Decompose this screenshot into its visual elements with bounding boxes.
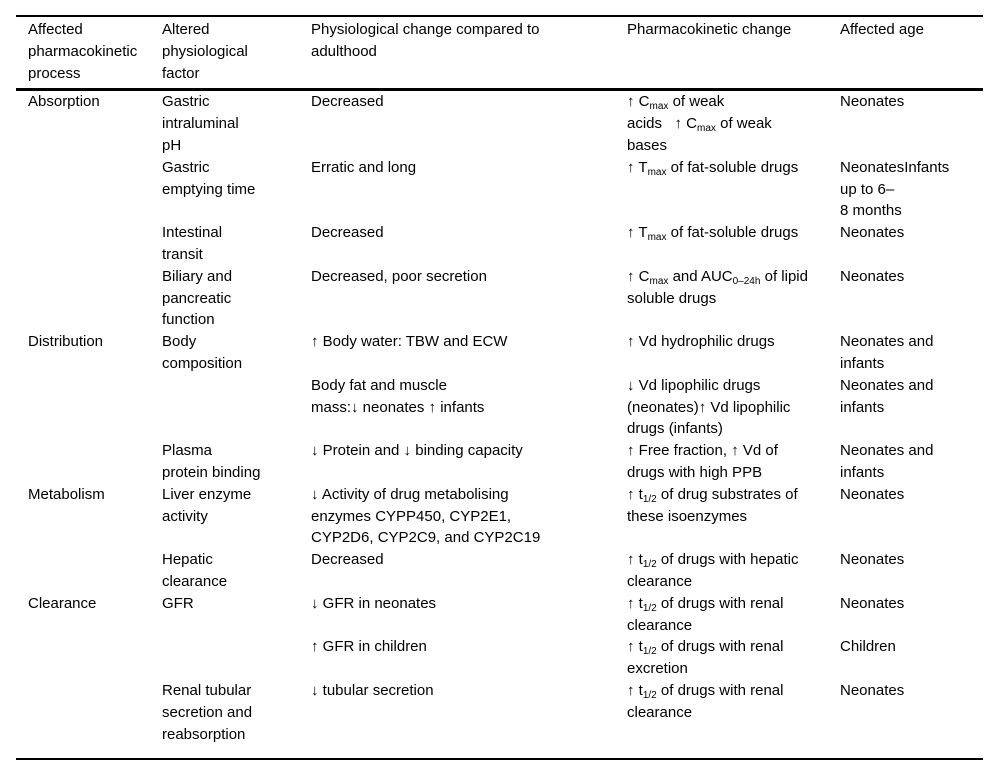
table-cell: Distribution [28, 333, 104, 351]
subscript: 0–24h [732, 275, 761, 287]
table-cell: Neonates [840, 485, 905, 503]
column-header-physiological-change: Physiological change compared to adultho… [299, 16, 615, 92]
table-cell [16, 636, 150, 680]
table-row: Renal tubular secretion and reabsorption… [16, 680, 983, 759]
table-cell: Body composition [162, 333, 243, 372]
table-cell: Neonates and infants [840, 376, 934, 416]
table-cell: Liver enzyme activity [162, 485, 252, 525]
table-cell: ↑ Cmax and AUC0–24h of lipid soluble dru… [627, 267, 808, 307]
column-header-affected-age: Affected age [828, 16, 983, 92]
table-row: Distribution Body composition ↑ Body water… [16, 331, 983, 375]
table-row: Clearance GFR ↓ GFR in neonates ↑ t1/2 of d… [16, 593, 983, 637]
table-cell: Plasma protein binding [162, 442, 261, 481]
table-cell: Gastric intraluminal pH [162, 93, 239, 154]
table-cell: GFR [162, 594, 194, 612]
subscript: max [649, 101, 669, 113]
table-cell: Erratic and long [311, 158, 417, 176]
table-row: Absorption Gastric intraluminal pH Decreas… [16, 90, 983, 157]
table-cell: Clearance [28, 594, 97, 612]
table-cell: ↑ Vd hydrophilic drugs [627, 333, 775, 351]
table-cell [150, 375, 299, 440]
table-cell [16, 157, 150, 222]
table-body: Absorption Gastric intraluminal pH Decreas… [16, 90, 983, 759]
table-cell: ↑ Tmax of fat-soluble drugs [627, 158, 799, 178]
table-cell: NeonatesInfants up to 6– 8 months [840, 158, 950, 220]
subscript: max [649, 275, 669, 287]
table-cell: Decreased, poor secretion [311, 267, 487, 285]
table-cell: ↑ Tmax of fat-soluble drugs [627, 224, 799, 244]
subscript: max [647, 232, 667, 244]
table-cell [150, 636, 299, 680]
table-cell [16, 549, 150, 593]
table-cell: Hepatic clearance [162, 551, 228, 590]
table-cell: Body fat and muscle mass:↓ neonates ↑ in… [311, 376, 485, 416]
table-cell: Children [840, 638, 896, 656]
table-cell: Intestinal transit [162, 224, 223, 263]
table-cell: ↑ t1/2 of drug substrates of these isoen… [627, 485, 798, 525]
subscript: 1/2 [642, 646, 657, 658]
table-cell: Neonates [840, 551, 905, 569]
subscript: max [647, 166, 667, 178]
table-cell: Neonates [840, 594, 905, 612]
table-cell: ↑ Body water: TBW and ECW [311, 333, 508, 351]
table-header: Affected pharmacokinetic process Altered … [16, 16, 983, 92]
table-cell: ↑ t1/2 of drugs with renal clearance [627, 594, 784, 634]
table-cell: Neonates and infants [840, 442, 934, 481]
column-header-altered-physiological-factor: Altered physiological factor [150, 16, 299, 92]
table-cell: ↑ t1/2 of drugs with hepatic clearance [627, 551, 799, 590]
column-header-affected-pharmacokinetic-process: Affected pharmacokinetic process [16, 16, 150, 92]
column-header-pharmacokinetic-change: Pharmacokinetic change [615, 16, 828, 92]
table-cell: ↑ t1/2 of drugs with renal excretion [627, 638, 784, 678]
table-cell: Neonates [840, 224, 905, 242]
table-cell: Gastric emptying time [162, 158, 256, 198]
table-cell [16, 222, 150, 266]
table-cell: ↓ Activity of drug metabolising enzymes … [311, 485, 541, 547]
table-cell: Decreased [311, 93, 384, 111]
table-cell: ↓ GFR in neonates [311, 594, 437, 612]
table-cell: ↑ Cmax of weak acids ↑ Cmax of weak base… [627, 93, 772, 154]
table-cell: Neonates [840, 93, 905, 111]
table-row: Plasma protein binding ↓ Protein and ↓ bi… [16, 440, 983, 484]
table-cell: Absorption [28, 93, 100, 111]
table-cell [16, 266, 150, 331]
table-cell: Metabolism [28, 485, 105, 503]
table-cell: ↓ Vd lipophilic drugs (neonates)↑ Vd lip… [627, 376, 791, 438]
table-cell: Neonates [840, 681, 905, 699]
subscript: 1/2 [642, 493, 657, 505]
table-cell: Biliary and pancreatic function [162, 267, 233, 329]
table-cell: ↑ t1/2 of drugs with renal clearance [627, 681, 784, 721]
table-cell [16, 440, 150, 484]
table-row: Intestinal transit Decreased ↑ Tmax of fat… [16, 222, 983, 266]
table-cell: Decreased [311, 551, 384, 569]
table-cell [16, 375, 150, 440]
table-row: Gastric emptying time Erratic and long ↑ T… [16, 157, 983, 222]
table-row: Biliary and pancreatic function Decreased… [16, 266, 983, 331]
table-cell [16, 680, 150, 759]
table-row: Hepatic clearance Decreased ↑ t1/2 of drug… [16, 549, 983, 593]
table-row: Metabolism Liver enzyme activity ↓ Activit… [16, 484, 983, 549]
table-cell: ↑ GFR in children [311, 638, 427, 656]
subscript: 1/2 [642, 602, 657, 614]
table-cell: Decreased [311, 224, 384, 242]
pharmacokinetic-changes-table: Affected pharmacokinetic process Altered … [16, 15, 983, 761]
table-cell: Renal tubular secretion and reabsorption [162, 681, 253, 743]
subscript: 1/2 [642, 689, 657, 701]
subscript: max [697, 123, 716, 135]
table-row: Body fat and muscle mass:↓ neonates ↑ in… [16, 375, 983, 440]
table-cell: Neonates and infants [840, 333, 934, 372]
header-row: Affected pharmacokinetic process Altered … [16, 16, 983, 92]
table-row: ↑ GFR in children ↑ t1/2 of drugs with re… [16, 636, 983, 680]
subscript: 1/2 [642, 559, 657, 571]
table-cell: Neonates [840, 267, 905, 285]
table-cell: ↑ Free fraction, ↑ Vd of drugs with high… [627, 442, 778, 481]
table-cell: ↓ tubular secretion [311, 681, 434, 699]
table-cell: ↓ Protein and ↓ binding capacity [311, 442, 523, 460]
